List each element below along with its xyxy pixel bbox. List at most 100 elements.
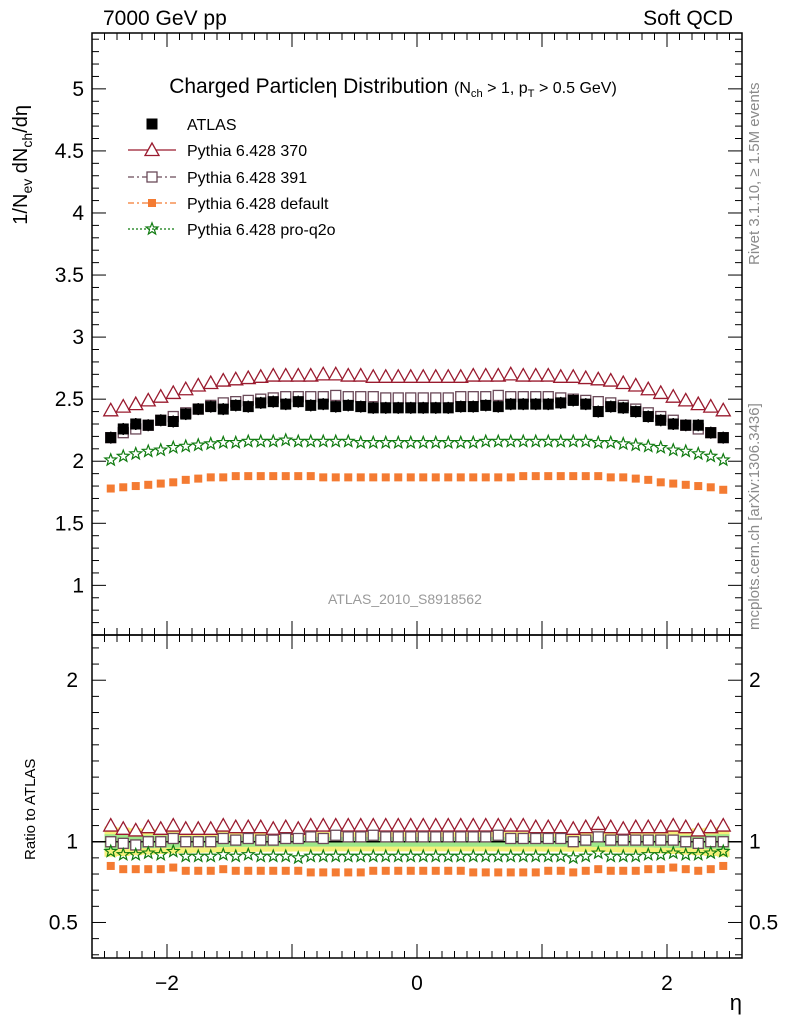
ratio-point-default <box>431 866 440 875</box>
ratio-point-default <box>206 866 215 875</box>
point-default <box>156 479 165 488</box>
ratio-point-proq2o <box>615 848 631 863</box>
point-p370 <box>340 367 357 382</box>
ratio-point-default <box>244 866 253 875</box>
data-series <box>102 366 732 877</box>
point-p391 <box>492 389 504 402</box>
ratio-point-proq2o <box>540 848 556 863</box>
point-default <box>481 473 490 482</box>
point-p391 <box>455 391 467 403</box>
ratio-point-p391 <box>517 832 529 845</box>
x-tick-label: −2 <box>155 972 179 995</box>
point-atlas <box>580 398 592 410</box>
ratio-point-proq2o <box>678 846 694 862</box>
point-proq2o <box>190 437 206 452</box>
point-proq2o <box>128 445 144 461</box>
point-default <box>444 473 453 482</box>
axis-ticks <box>92 33 742 958</box>
point-atlas <box>317 398 329 410</box>
ratio-point-default <box>319 868 328 877</box>
ratio-point-proq2o <box>590 845 606 860</box>
legend-label: ATLAS <box>187 117 237 134</box>
point-proq2o <box>565 433 581 448</box>
ratio-series-p391 <box>105 829 729 851</box>
ratio-point-default <box>106 861 115 870</box>
ratio-point-default <box>194 866 203 875</box>
ratio-y-tick-label-right: 2 <box>749 669 761 692</box>
point-default <box>669 479 678 488</box>
ratio-point-p391 <box>505 832 517 845</box>
ratio-point-p370 <box>677 818 694 834</box>
point-atlas <box>492 401 504 413</box>
ratio-point-p370 <box>190 820 207 835</box>
ratio-point-p391 <box>555 832 567 845</box>
point-default <box>381 473 390 482</box>
ratio-point-proq2o <box>515 848 531 863</box>
ratio-point-default <box>494 868 503 877</box>
point-atlas <box>417 402 429 414</box>
ratio-point-default <box>394 866 403 875</box>
point-default <box>456 473 465 482</box>
point-default <box>631 474 640 483</box>
point-p370 <box>590 370 607 386</box>
ratio-point-p370 <box>115 820 132 835</box>
point-default <box>419 473 428 482</box>
ratio-point-proq2o <box>178 848 194 863</box>
ratio-point-proq2o <box>228 848 244 863</box>
point-p370 <box>552 368 569 383</box>
point-p370 <box>252 368 269 383</box>
point-atlas <box>242 401 254 413</box>
ratio-point-p391 <box>380 831 392 843</box>
point-proq2o <box>440 434 456 450</box>
point-atlas <box>230 399 242 411</box>
point-p370 <box>165 384 182 400</box>
point-default <box>144 480 153 489</box>
series-default <box>106 472 728 494</box>
ratio-point-proq2o <box>103 843 119 858</box>
ratio-point-p370 <box>240 818 257 834</box>
point-proq2o <box>140 443 156 458</box>
ratio-point-p391 <box>230 834 242 846</box>
point-proq2o <box>690 445 706 461</box>
ratio-point-p370 <box>615 820 632 835</box>
ratio-point-p370 <box>702 818 719 834</box>
ratio-point-p370 <box>577 818 594 834</box>
point-p370 <box>427 368 444 383</box>
ratio-point-p370 <box>427 817 444 832</box>
ratio-point-p391 <box>342 831 354 843</box>
title-main: Charged Particleη Distribution <box>169 75 449 98</box>
point-proq2o <box>278 432 294 447</box>
main-y-tick-label: 1.5 <box>55 512 84 535</box>
point-default <box>431 473 440 482</box>
point-atlas <box>717 432 729 444</box>
ratio-point-default <box>144 865 153 874</box>
point-proq2o <box>478 433 494 448</box>
point-default <box>369 473 378 482</box>
ratio-point-p391 <box>467 831 479 843</box>
point-atlas <box>642 411 654 423</box>
point-proq2o <box>628 437 644 452</box>
ratio-point-default <box>181 866 190 875</box>
point-p370 <box>715 402 732 417</box>
point-atlas <box>705 427 717 439</box>
point-atlas <box>392 402 404 414</box>
point-p370 <box>315 366 332 381</box>
ratio-point-proq2o <box>603 848 619 863</box>
point-default <box>619 473 628 482</box>
point-p370 <box>652 384 669 400</box>
ratio-y-tick-label-right: 0.5 <box>749 911 778 934</box>
legend-marker <box>146 118 158 130</box>
ratio-point-proq2o <box>303 848 319 863</box>
point-atlas <box>430 402 442 414</box>
ratio-point-p370 <box>390 817 407 832</box>
title-cuts: (Nch > 1, pT > 0.5 GeV) <box>454 80 617 101</box>
ratio-point-proq2o <box>115 846 131 862</box>
ratio-point-p391 <box>392 831 404 843</box>
point-atlas <box>192 403 204 415</box>
point-atlas <box>505 398 517 410</box>
point-atlas <box>267 396 279 408</box>
legend-item-p370: Pythia 6.428 370 <box>128 141 307 160</box>
ratio-point-p370 <box>527 818 544 834</box>
point-p370 <box>365 368 382 383</box>
ratio-point-proq2o <box>340 848 356 863</box>
